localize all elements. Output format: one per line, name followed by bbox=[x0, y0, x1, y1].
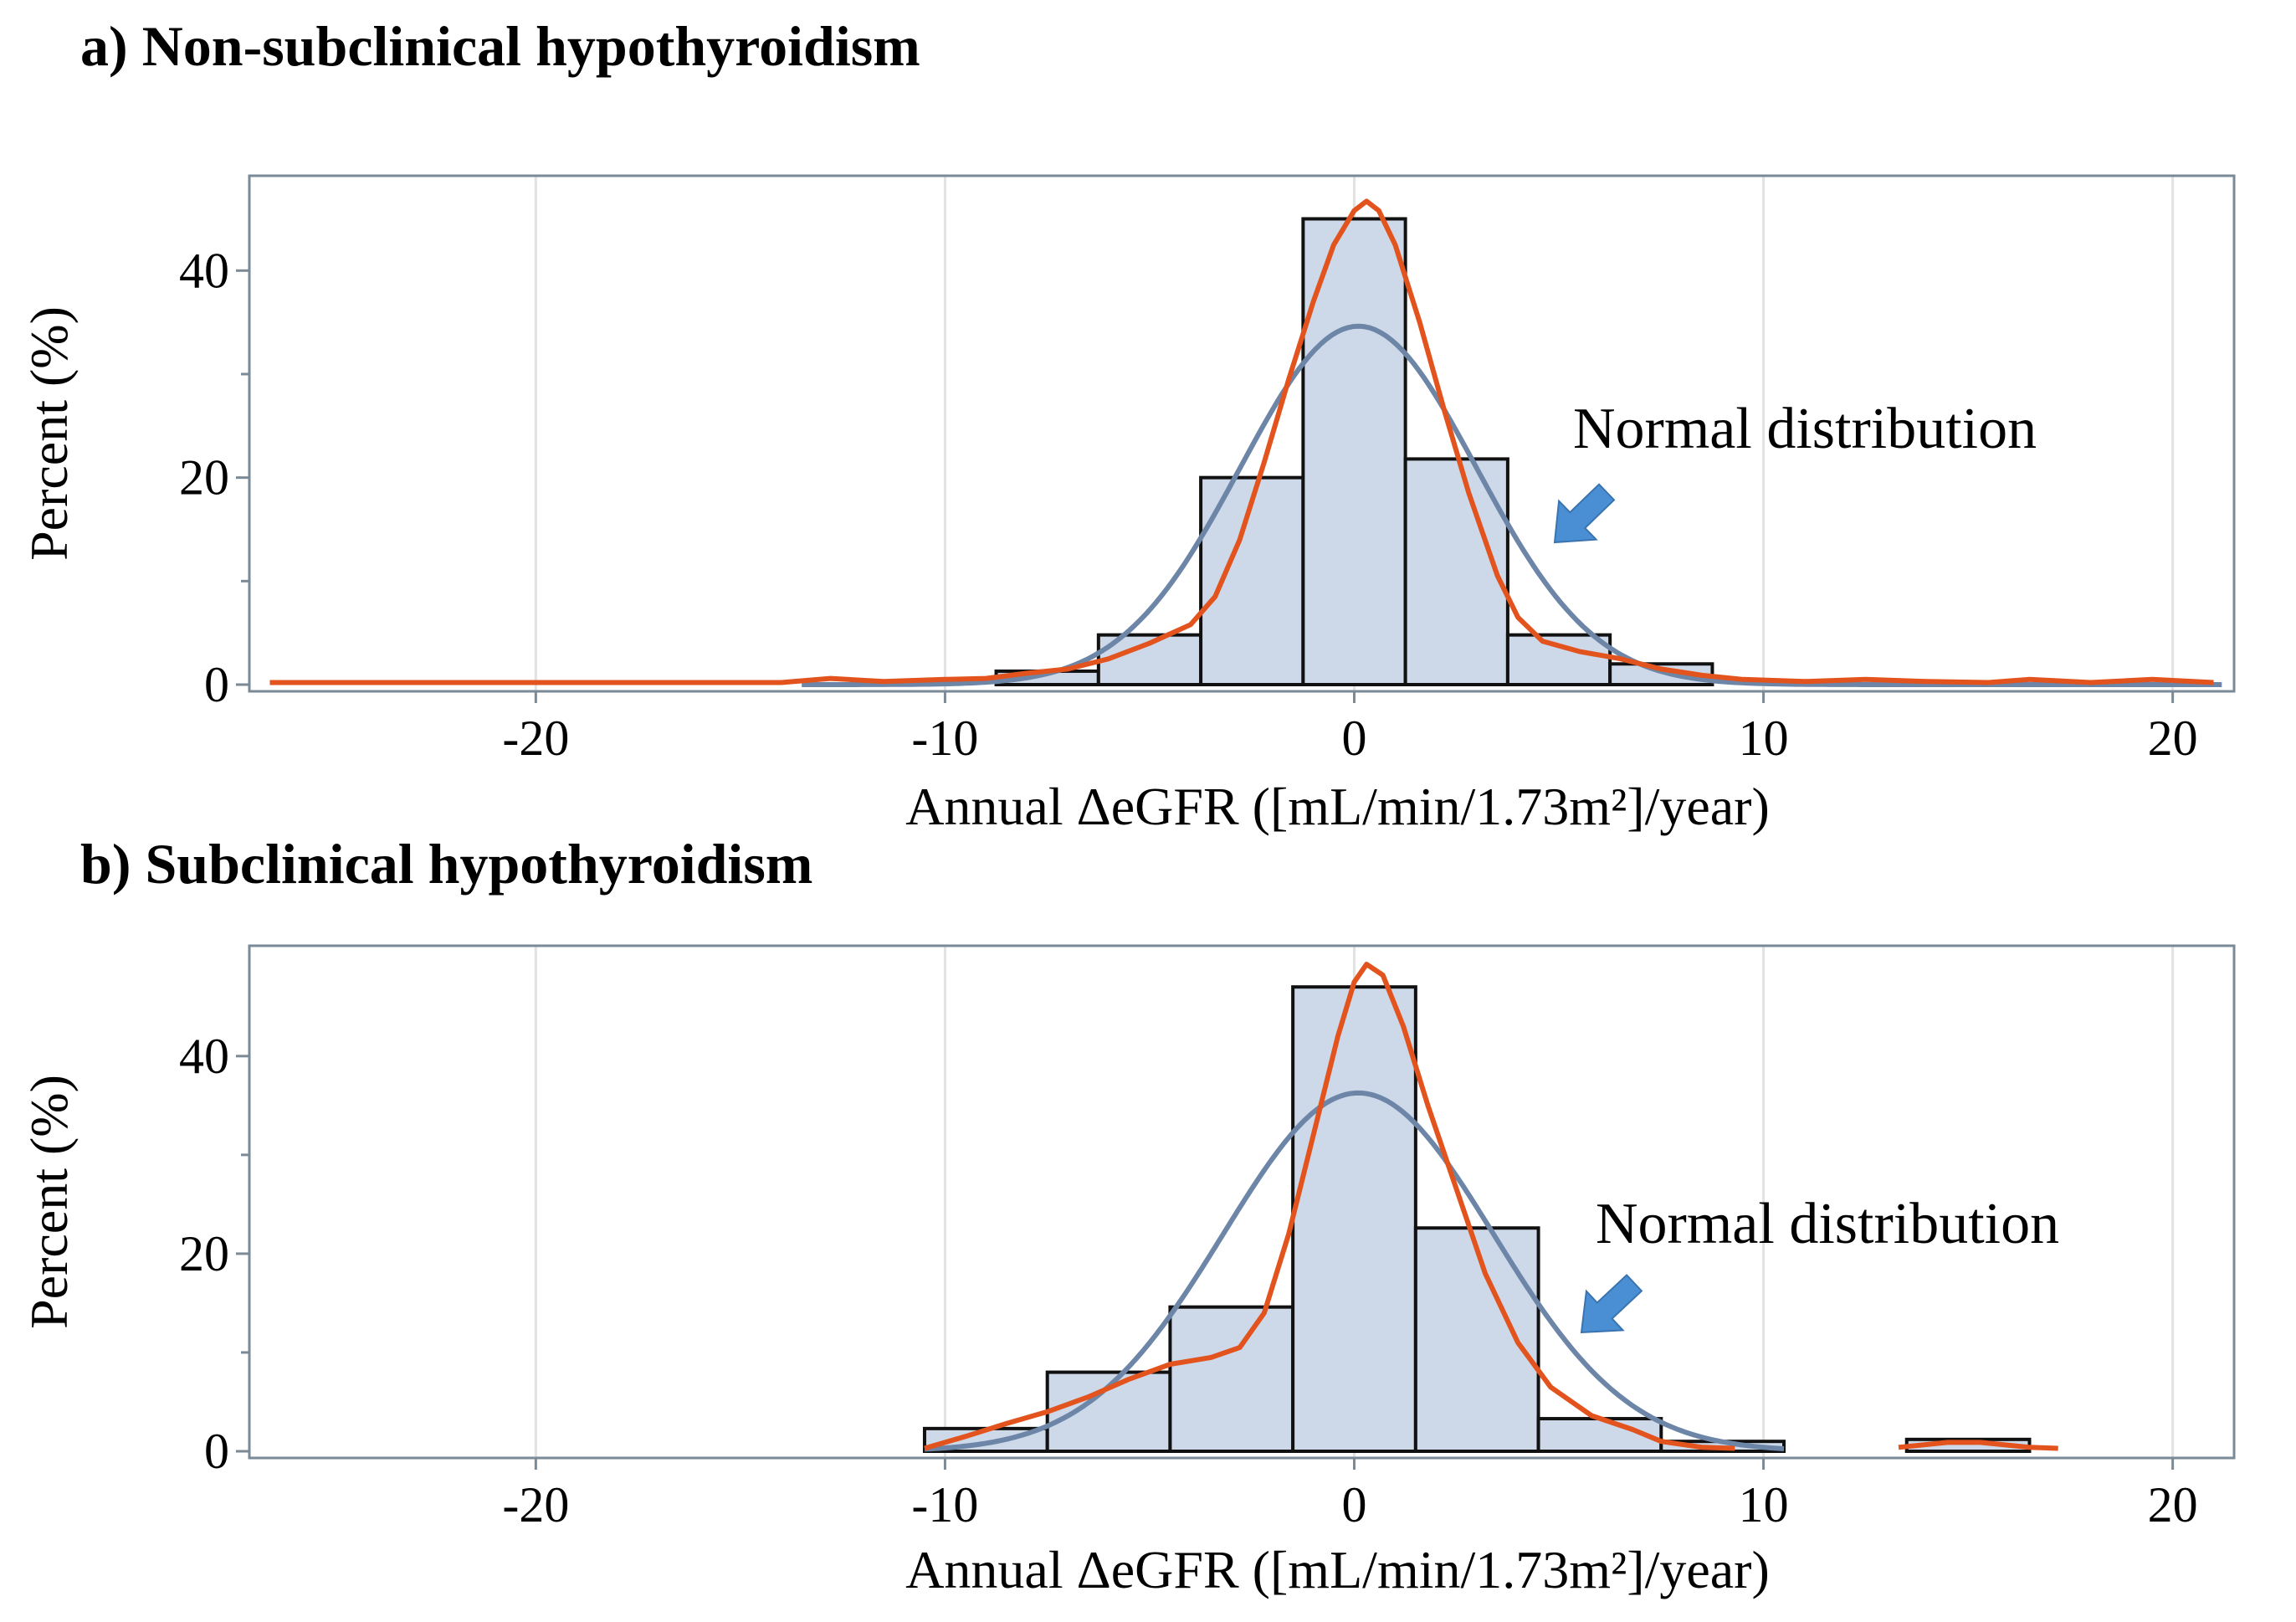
x-tick-label: -10 bbox=[911, 1477, 978, 1532]
x-tick-label: 0 bbox=[1341, 1477, 1366, 1532]
y-axis-label: Percent (%) bbox=[19, 1075, 79, 1329]
y-tick-label: 0 bbox=[204, 1424, 229, 1479]
normal-distribution-annotation: Normal distribution bbox=[1573, 397, 2037, 461]
panel-b-subclinical: b) Subclinical hypothyroidism -20 -10 0 10 20… bbox=[19, 832, 2236, 1599]
y-tick-label: 40 bbox=[179, 1029, 229, 1084]
x-axis-label: Annual ΔeGFR ([mL/min/1.73m²]/year) bbox=[905, 777, 1770, 836]
x-tick-label: -20 bbox=[502, 1477, 569, 1532]
histogram-bar bbox=[1413, 1226, 1540, 1453]
y-tick-label: 0 bbox=[204, 657, 229, 712]
y-tick-label: 20 bbox=[179, 1226, 229, 1281]
x-tick-label: 20 bbox=[2148, 711, 2198, 766]
panel-title: b) Subclinical hypothyroidism bbox=[80, 832, 812, 896]
histogram-bar bbox=[1291, 985, 1417, 1453]
x-tick-label: -10 bbox=[911, 711, 978, 766]
x-tick-label: 10 bbox=[1739, 1477, 1789, 1532]
y-axis-label: Percent (%) bbox=[19, 306, 79, 561]
x-tick-label: 0 bbox=[1341, 711, 1366, 766]
histogram-bar bbox=[1301, 217, 1407, 687]
plot-frame bbox=[248, 944, 2236, 1460]
histogram-bar bbox=[1168, 1305, 1295, 1453]
x-tick-label: 20 bbox=[2148, 1477, 2198, 1532]
panel-a-non-subclinical: a) Non-subclinical hypothyroidism -20 -10 0… bbox=[19, 14, 2236, 836]
plot-frame bbox=[248, 174, 2236, 693]
y-tick-label: 40 bbox=[179, 243, 229, 298]
x-tick-label: 10 bbox=[1739, 711, 1789, 766]
normal-distribution-annotation: Normal distribution bbox=[1596, 1192, 2059, 1256]
normal-curve bbox=[924, 1090, 1785, 1452]
panel-title: a) Non-subclinical hypothyroidism bbox=[80, 14, 920, 78]
x-axis-label: Annual ΔeGFR ([mL/min/1.73m²]/year) bbox=[905, 1540, 1770, 1599]
arrow-icon bbox=[1553, 483, 1616, 544]
kernel-density-curve-tail bbox=[1898, 1440, 2058, 1451]
arrow-icon bbox=[1580, 1274, 1643, 1334]
normal-curve bbox=[802, 323, 2222, 687]
histogram-bar bbox=[1505, 633, 1612, 686]
x-tick-label: -20 bbox=[502, 711, 569, 766]
kernel-density-curve bbox=[269, 198, 2214, 685]
y-tick-label: 20 bbox=[179, 450, 229, 506]
kernel-density-curve bbox=[924, 962, 1735, 1451]
